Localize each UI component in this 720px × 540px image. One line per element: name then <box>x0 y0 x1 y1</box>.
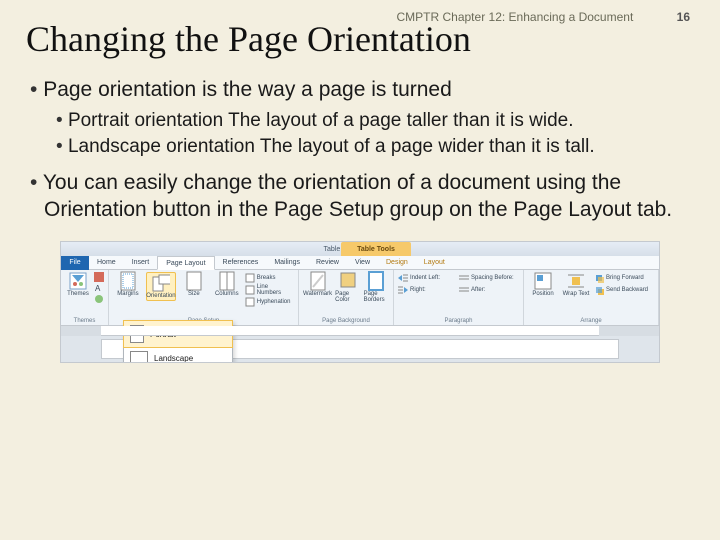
ribbon-tabs: File Home Insert Page Layout References … <box>61 256 659 270</box>
line-numbers-button[interactable]: Line Numbers <box>245 284 294 295</box>
horizontal-ruler <box>61 326 659 336</box>
spacing-before-icon <box>459 273 469 283</box>
themes-button[interactable]: Themes <box>65 272 91 297</box>
tab-view[interactable]: View <box>347 256 378 270</box>
tab-layout[interactable]: Layout <box>416 256 453 270</box>
indent-right[interactable]: Right: <box>398 284 456 295</box>
bullet-1b: Landscape orientation The layout of a pa… <box>70 135 694 159</box>
ribbon-body: Themes A Themes Margins <box>61 270 659 326</box>
page-setup-mini: Breaks Line Numbers Hyphenation <box>245 272 294 307</box>
spacing-after-icon <box>459 285 469 295</box>
margins-button[interactable]: Margins <box>113 272 143 297</box>
group-themes: Themes A Themes <box>61 270 109 325</box>
bring-forward-button[interactable]: Bring Forward <box>594 272 648 283</box>
breaks-button[interactable]: Breaks <box>245 272 294 283</box>
wrap-text-icon <box>567 272 585 290</box>
hyphenation-icon <box>245 297 255 307</box>
group-paragraph: Indent Left: Right: Spacing Before: Afte… <box>394 270 524 325</box>
orientation-icon <box>152 274 170 292</box>
contextual-tab-label: Table Tools <box>341 242 411 256</box>
chapter-label: CMPTR Chapter 12: Enhancing a Document <box>397 10 634 24</box>
indent-col: Indent Left: Right: <box>398 272 456 295</box>
indent-left[interactable]: Indent Left: <box>398 272 456 283</box>
bring-forward-icon <box>594 273 604 283</box>
watermark-button[interactable]: Watermark <box>303 272 332 297</box>
tab-design[interactable]: Design <box>378 256 416 270</box>
spacing-after[interactable]: After: <box>459 284 519 295</box>
page-color-icon <box>339 272 357 290</box>
tab-file[interactable]: File <box>61 256 89 270</box>
slide-header: CMPTR Chapter 12: Enhancing a Document 1… <box>397 10 691 24</box>
columns-button[interactable]: Columns <box>212 272 242 297</box>
themes-mini: A <box>94 272 104 304</box>
margins-icon <box>119 272 137 290</box>
effects-icon[interactable] <box>94 294 104 304</box>
page-number: 16 <box>677 10 690 24</box>
indent-left-icon <box>398 273 408 283</box>
spacing-col: Spacing Before: After: <box>459 272 519 295</box>
orientation-button[interactable]: Orientation <box>146 272 176 301</box>
window-titlebar: Table in Microsoft Word Table Tools <box>61 242 659 256</box>
send-backward-icon <box>594 285 604 295</box>
page-borders-button[interactable]: Page Borders <box>364 272 389 303</box>
bullet-2: You can easily change the orientation of… <box>26 169 694 224</box>
size-icon <box>185 272 203 290</box>
tab-references[interactable]: References <box>215 256 267 270</box>
position-icon <box>534 272 552 290</box>
bullet-1: Page orientation is the way a page is tu… <box>26 76 694 103</box>
send-backward-button[interactable]: Send Backward <box>594 284 648 295</box>
group-page-background: Watermark Page Color Page Borders Page B… <box>299 270 394 325</box>
breaks-icon <box>245 273 255 283</box>
tab-insert[interactable]: Insert <box>124 256 158 270</box>
tab-page-layout[interactable]: Page Layout <box>157 256 214 270</box>
themes-icon <box>69 272 87 290</box>
tab-review[interactable]: Review <box>308 256 347 270</box>
slide-content: Page orientation is the way a page is tu… <box>0 76 720 363</box>
fonts-icon[interactable]: A <box>94 283 104 293</box>
indent-right-icon <box>398 285 408 295</box>
landscape-icon <box>130 351 148 363</box>
dropdown-landscape[interactable]: Landscape <box>124 347 232 363</box>
spacing-before[interactable]: Spacing Before: <box>459 272 519 283</box>
page-borders-icon <box>367 272 385 290</box>
arrange-mini: Bring Forward Send Backward <box>594 272 648 295</box>
wrap-text-button[interactable]: Wrap Text <box>561 272 591 297</box>
colors-icon[interactable] <box>94 272 104 282</box>
word-ribbon-screenshot: Table in Microsoft Word Table Tools File… <box>60 241 660 363</box>
group-page-setup: Margins Orientation Size Columns <box>109 270 299 325</box>
hyphenation-button[interactable]: Hyphenation <box>245 296 294 307</box>
tab-home[interactable]: Home <box>89 256 124 270</box>
line-numbers-icon <box>245 285 255 295</box>
tab-mailings[interactable]: Mailings <box>266 256 308 270</box>
page-color-button[interactable]: Page Color <box>335 272 360 303</box>
position-button[interactable]: Position <box>528 272 558 297</box>
size-button[interactable]: Size <box>179 272 209 297</box>
svg-text:A: A <box>95 284 101 293</box>
columns-icon <box>218 272 236 290</box>
group-arrange: Position Wrap Text Bring Forward Send Ba… <box>524 270 659 325</box>
watermark-icon <box>309 272 327 290</box>
bullet-1a: Portrait orientation The layout of a pag… <box>70 109 694 133</box>
